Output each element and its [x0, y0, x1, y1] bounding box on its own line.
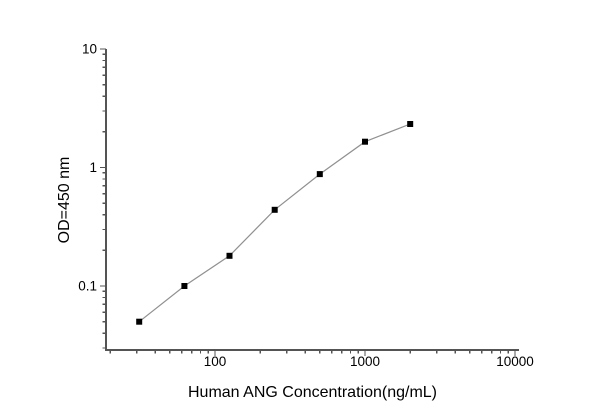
- standard-curve-line: [138, 123, 411, 323]
- x-tick-label: 10000: [496, 354, 534, 369]
- x-tick-label: 1000: [350, 354, 380, 369]
- y-tick-label: 10: [82, 42, 97, 57]
- x-axis-title: Human ANG Concentration(ng/mL): [188, 384, 437, 401]
- data-point-marker: [136, 318, 143, 325]
- y-tick-label: 1: [89, 160, 97, 175]
- y-tick-label: 0.1: [78, 279, 97, 294]
- data-point-marker: [362, 138, 368, 145]
- data-point-marker: [407, 121, 414, 127]
- data-point-marker: [316, 171, 323, 178]
- y-axis-title: OD=450 nm: [56, 156, 73, 244]
- data-point-marker: [226, 252, 233, 259]
- x-tick-label: 100: [204, 354, 227, 369]
- data-point-marker: [271, 206, 278, 213]
- data-point-marker: [181, 283, 188, 289]
